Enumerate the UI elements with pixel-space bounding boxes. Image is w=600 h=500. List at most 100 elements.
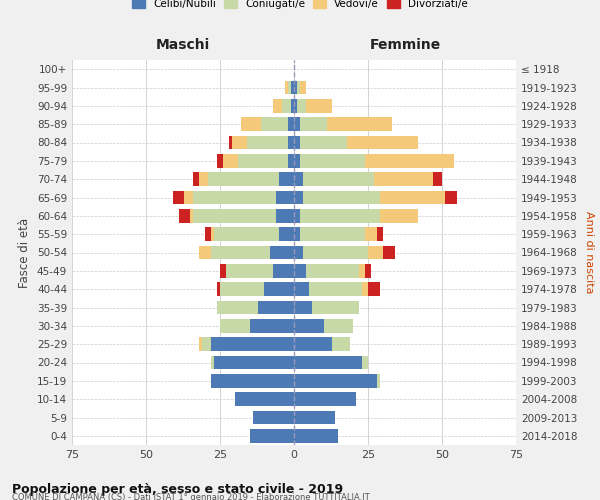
Bar xyxy=(273,99,282,112)
Bar xyxy=(433,172,442,186)
Bar xyxy=(297,80,300,94)
Bar xyxy=(377,374,380,388)
Bar xyxy=(220,264,226,278)
Bar xyxy=(265,282,294,296)
Bar xyxy=(294,154,300,168)
Bar xyxy=(223,154,238,168)
Bar xyxy=(380,190,445,204)
Y-axis label: Fasce di età: Fasce di età xyxy=(19,218,31,288)
Bar xyxy=(300,118,326,131)
Bar xyxy=(220,319,250,332)
Bar xyxy=(326,118,392,131)
Bar xyxy=(208,172,279,186)
Bar xyxy=(288,136,294,149)
Bar xyxy=(214,228,279,241)
Bar xyxy=(250,319,294,332)
Bar xyxy=(190,209,193,222)
Bar xyxy=(288,118,294,131)
Bar xyxy=(368,246,383,260)
Bar xyxy=(323,319,353,332)
Text: Popolazione per età, sesso e stato civile - 2019: Popolazione per età, sesso e stato civil… xyxy=(12,482,343,496)
Bar xyxy=(300,209,380,222)
Bar xyxy=(300,154,365,168)
Bar xyxy=(294,228,300,241)
Bar xyxy=(300,136,347,149)
Bar xyxy=(205,228,211,241)
Bar xyxy=(294,136,300,149)
Bar xyxy=(294,338,332,351)
Bar xyxy=(217,154,223,168)
Bar xyxy=(173,190,184,204)
Bar xyxy=(214,356,294,370)
Bar xyxy=(193,172,199,186)
Bar xyxy=(365,154,454,168)
Bar xyxy=(294,282,309,296)
Bar xyxy=(294,209,300,222)
Bar xyxy=(217,282,220,296)
Bar xyxy=(294,319,323,332)
Bar xyxy=(199,172,208,186)
Bar xyxy=(347,136,418,149)
Bar xyxy=(253,410,294,424)
Bar xyxy=(211,338,294,351)
Bar xyxy=(294,392,356,406)
Bar xyxy=(262,118,288,131)
Bar xyxy=(294,356,362,370)
Bar xyxy=(294,264,306,278)
Bar xyxy=(211,228,214,241)
Bar xyxy=(211,246,271,260)
Bar xyxy=(303,246,368,260)
Bar xyxy=(202,338,211,351)
Bar xyxy=(309,282,362,296)
Bar xyxy=(294,99,297,112)
Bar xyxy=(211,374,294,388)
Bar xyxy=(291,80,294,94)
Bar xyxy=(303,190,380,204)
Bar xyxy=(306,99,332,112)
Bar xyxy=(294,190,303,204)
Bar xyxy=(365,264,371,278)
Bar xyxy=(362,282,368,296)
Bar xyxy=(235,392,294,406)
Bar xyxy=(285,80,288,94)
Bar xyxy=(193,209,276,222)
Bar xyxy=(199,338,202,351)
Bar xyxy=(294,172,303,186)
Y-axis label: Anni di nascita: Anni di nascita xyxy=(584,211,594,294)
Text: COMUNE DI CAMPANA (CS) - Dati ISTAT 1° gennaio 2019 - Elaborazione TUTTITALIA.IT: COMUNE DI CAMPANA (CS) - Dati ISTAT 1° g… xyxy=(12,492,370,500)
Bar xyxy=(250,429,294,442)
Bar xyxy=(273,264,294,278)
Bar xyxy=(247,136,288,149)
Bar xyxy=(294,118,300,131)
Bar xyxy=(380,209,418,222)
Bar xyxy=(383,246,395,260)
Bar xyxy=(217,300,259,314)
Bar xyxy=(294,80,297,94)
Bar xyxy=(365,228,377,241)
Bar xyxy=(184,190,193,204)
Bar xyxy=(294,429,338,442)
Bar xyxy=(276,190,294,204)
Bar xyxy=(368,282,380,296)
Bar xyxy=(291,99,294,112)
Bar xyxy=(211,356,214,370)
Bar xyxy=(282,99,291,112)
Bar xyxy=(179,209,190,222)
Bar xyxy=(294,300,312,314)
Text: Maschi: Maschi xyxy=(156,38,210,52)
Bar xyxy=(294,374,377,388)
Bar xyxy=(294,246,303,260)
Bar xyxy=(199,246,211,260)
Bar xyxy=(374,172,433,186)
Bar xyxy=(303,172,374,186)
Bar xyxy=(377,228,383,241)
Bar xyxy=(294,410,335,424)
Legend: Celibi/Nubili, Coniugati/e, Vedovi/e, Divorziati/e: Celibi/Nubili, Coniugati/e, Vedovi/e, Di… xyxy=(128,0,472,14)
Bar xyxy=(276,209,294,222)
Bar xyxy=(300,228,365,241)
Bar xyxy=(445,190,457,204)
Bar xyxy=(297,99,306,112)
Bar xyxy=(306,264,359,278)
Bar xyxy=(332,338,350,351)
Bar xyxy=(193,190,276,204)
